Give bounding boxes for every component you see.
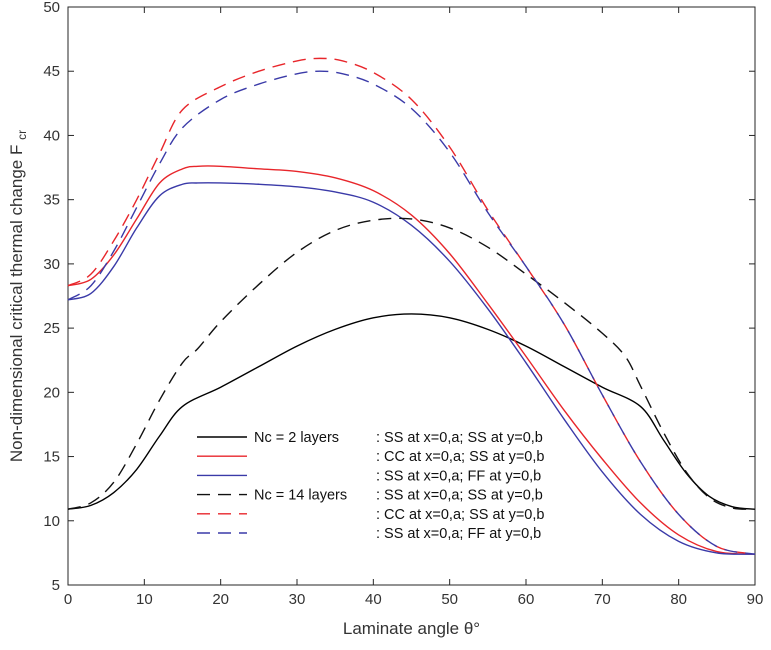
ticks-layer: 0 10 20 30 40 50 60 70 80 90 5 10 15 20 25 30 35 40 45 50 [43, 0, 763, 608]
plot-area [67, 6, 756, 586]
y-tick-label: 5 [52, 577, 60, 594]
series-line-3 [67, 182, 756, 555]
y-tick-label: 25 [43, 320, 60, 337]
legend-label-5: : CC at x=0,a; SS at y=0,b [376, 507, 544, 523]
x-tick-label: 80 [670, 591, 687, 608]
series-line-4 [67, 217, 756, 510]
series-line-6 [67, 70, 756, 555]
x-tick-label: 0 [64, 591, 72, 608]
y-axis-title-subscript: cr [15, 130, 29, 140]
y-tick-label: 10 [43, 513, 60, 530]
legend-label-3: : SS at x=0,a; FF at y=0,b [376, 468, 541, 484]
y-axis-title: Non-dimensional critical thermal change … [7, 130, 29, 462]
x-tick-label: 60 [518, 591, 535, 608]
y-tick-label: 50 [43, 0, 60, 16]
legend-group-label: Nc = 2 layers [254, 430, 339, 446]
y-tick-label: 40 [43, 127, 60, 144]
x-tick-label: 10 [136, 591, 153, 608]
y-tick-label: 20 [43, 384, 60, 401]
legend-label-6: : SS at x=0,a; FF at y=0,b [376, 526, 541, 542]
legend-label-2: : CC at x=0,a; SS at y=0,b [376, 449, 544, 465]
y-tick-label: 35 [43, 192, 60, 209]
series-line-2 [67, 165, 756, 555]
legend-label-1: : SS at x=0,a; SS at y=0,b [376, 430, 543, 446]
y-tick-label: 45 [43, 63, 60, 80]
y-axis-title-main: Non-dimensional critical thermal change … [7, 145, 26, 462]
legend-group-label: Nc = 14 layers [254, 488, 347, 504]
x-tick-label: 50 [441, 591, 458, 608]
y-tick-label: 30 [43, 256, 60, 273]
x-tick-label: 30 [289, 591, 306, 608]
y-tick-label: 15 [43, 449, 60, 466]
x-tick-label: 70 [594, 591, 611, 608]
x-axis-title: Laminate angle θ° [343, 619, 480, 638]
series-layer [67, 57, 756, 555]
axes-box [67, 6, 756, 586]
x-tick-label: 20 [212, 591, 229, 608]
x-tick-label: 90 [747, 591, 764, 608]
series-line-1 [67, 313, 756, 510]
x-tick-label: 40 [365, 591, 382, 608]
legend: Nc = 2 layers : SS at x=0,a; SS at y=0,b:… [197, 430, 544, 542]
legend-label-4: : SS at x=0,a; SS at y=0,b [376, 488, 543, 504]
